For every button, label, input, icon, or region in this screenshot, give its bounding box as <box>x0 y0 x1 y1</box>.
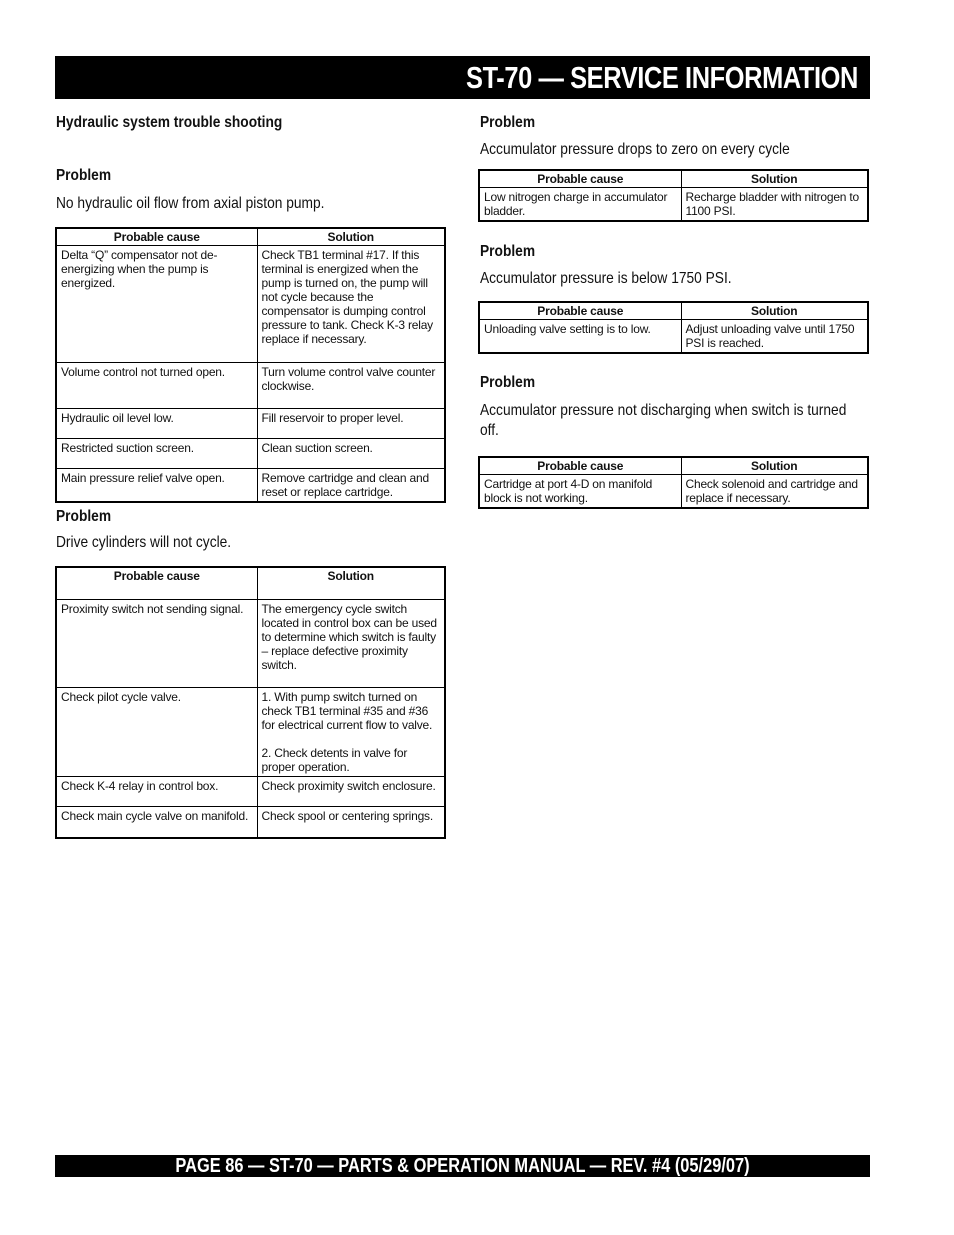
troubleshooting-table: Probable cause Solution Delta “Q” compens… <box>55 227 446 503</box>
table-row: Low nitrogen charge in accumulator bladd… <box>478 187 869 222</box>
cause-cell: Check K-4 relay in control box. <box>55 775 258 807</box>
section-title: Hydraulic system trouble shooting <box>56 114 283 131</box>
problem-text: Drive cylinders will not cycle. <box>56 534 232 551</box>
cause-cell: Volume control not turned open. <box>55 362 258 409</box>
table-row: Restricted suction screen. Clean suction … <box>55 438 446 469</box>
problem-text: Accumulator pressure not discharging whe… <box>480 402 847 439</box>
solution-cell: Adjust unloading valve until 1750 PSI is… <box>680 319 869 354</box>
cause-cell: Unloading valve setting is to low. <box>478 319 682 354</box>
solution-cell: Check spool or centering springs. <box>256 805 446 839</box>
solution-cell: 1. With pump switch turned on check TB1 … <box>256 686 446 777</box>
column-header: Solution <box>680 301 869 320</box>
column-header: Probable cause <box>55 566 258 600</box>
solution-cell: Turn volume control valve counter clockw… <box>256 362 446 409</box>
problem-label: Problem <box>480 374 536 391</box>
cause-cell: Cartridge at port 4-D on manifold block … <box>478 474 682 509</box>
column-header: Solution <box>256 566 446 600</box>
cause-cell: Low nitrogen charge in accumulator bladd… <box>478 187 682 222</box>
cause-cell: Hydraulic oil level low. <box>55 408 258 439</box>
page-footer-banner: PAGE 86 — ST-70 — PARTS & OPERATION MANU… <box>55 1155 870 1177</box>
solution-cell: The emergency cycle switch located in co… <box>256 598 446 688</box>
column-header: Probable cause <box>55 227 258 246</box>
problem-text: Accumulator pressure is below 1750 PSI. <box>480 270 732 287</box>
column-header: Probable cause <box>478 456 682 475</box>
cause-cell: Main pressure relief valve open. <box>55 468 258 503</box>
table-row: Cartridge at port 4-D on manifold block … <box>478 474 869 509</box>
cause-cell: Proximity switch not sending signal. <box>55 598 258 688</box>
cause-cell: Delta “Q” compensator not de-energizing … <box>55 245 258 363</box>
solution-cell: Check TB1 terminal #17. If this terminal… <box>256 245 446 363</box>
problem-label: Problem <box>56 167 112 184</box>
table-row: Check pilot cycle valve. 1. With pump swi… <box>55 686 446 777</box>
column-header: Probable cause <box>478 169 682 188</box>
solution-cell: Recharge bladder with nitrogen to 1100 P… <box>680 187 869 222</box>
problem-label: Problem <box>56 508 112 525</box>
column-header: Solution <box>680 169 869 188</box>
troubleshooting-table: Probable cause Solution Proximity switch … <box>55 566 446 839</box>
cause-cell: Restricted suction screen. <box>55 438 258 469</box>
table-row: Volume control not turned open. Turn volu… <box>55 362 446 409</box>
troubleshooting-table: Probable cause Solution Cartridge at port… <box>478 456 869 509</box>
column-header: Probable cause <box>478 301 682 320</box>
problem-text: No hydraulic oil flow from axial piston … <box>56 195 325 212</box>
solution-step: 2. Check detents in valve for proper ope… <box>261 745 408 774</box>
solution-cell: Check proximity switch enclosure. <box>256 775 446 807</box>
table-row: Main pressure relief valve open. Remove c… <box>55 468 446 503</box>
page-title: ST-70 — SERVICE INFORMATION <box>466 60 858 95</box>
table-row: Check main cycle valve on manifold. Check… <box>55 805 446 839</box>
column-header: Solution <box>256 227 446 246</box>
problem-text: Accumulator pressure drops to zero on ev… <box>480 141 790 158</box>
troubleshooting-table: Probable cause Solution Low nitrogen char… <box>478 169 869 222</box>
table-row: Delta “Q” compensator not de-energizing … <box>55 245 446 363</box>
page-footer: PAGE 86 — ST-70 — PARTS & OPERATION MANU… <box>175 1155 750 1177</box>
table-row: Check K-4 relay in control box. Check pro… <box>55 775 446 807</box>
troubleshooting-table: Probable cause Solution Unloading valve s… <box>478 301 869 354</box>
cause-cell: Check main cycle valve on manifold. <box>55 805 258 839</box>
page-title-banner: ST-70 — SERVICE INFORMATION <box>55 56 870 99</box>
solution-step: 1. With pump switch turned on check TB1 … <box>261 689 433 732</box>
solution-cell: Check solenoid and cartridge and replace… <box>680 474 869 509</box>
column-header: Solution <box>680 456 869 475</box>
table-row: Unloading valve setting is to low. Adjust… <box>478 319 869 354</box>
problem-label: Problem <box>480 114 536 131</box>
problem-label: Problem <box>480 243 536 260</box>
solution-cell: Fill reservoir to proper level. <box>256 408 446 439</box>
cause-cell: Check pilot cycle valve. <box>55 686 258 777</box>
solution-cell: Remove cartridge and clean and reset or … <box>256 468 446 503</box>
table-row: Proximity switch not sending signal. The … <box>55 598 446 688</box>
solution-cell: Clean suction screen. <box>256 438 446 469</box>
table-row: Hydraulic oil level low. Fill reservoir t… <box>55 408 446 439</box>
